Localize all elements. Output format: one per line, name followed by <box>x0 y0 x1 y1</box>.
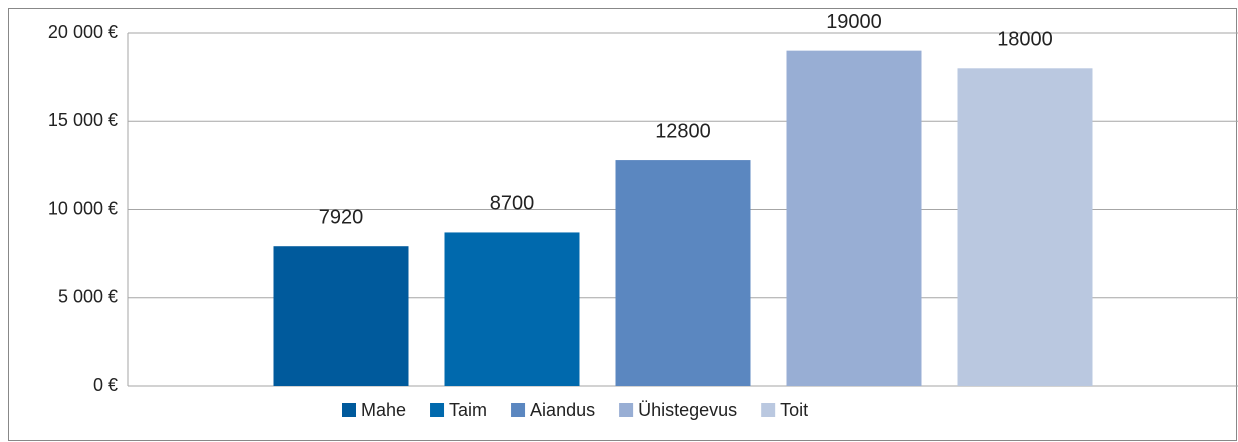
legend-label: Ühistegevus <box>638 400 737 420</box>
y-tick-label: 20 000 € <box>48 22 118 42</box>
data-label: 7920 <box>319 206 364 228</box>
bar <box>786 50 922 387</box>
data-label: 8700 <box>490 193 535 215</box>
data-label: 19000 <box>826 11 882 33</box>
legend-swatch <box>619 403 634 417</box>
bar <box>615 160 751 386</box>
legend-swatch <box>511 403 526 417</box>
y-tick-label: 15 000 € <box>48 110 118 130</box>
data-label: 12800 <box>655 120 711 142</box>
data-label: 18000 <box>997 29 1053 51</box>
legend-swatch <box>430 403 445 417</box>
legend-label: Aiandus <box>530 400 595 420</box>
legend-swatch <box>342 403 356 417</box>
y-tick-label: 5 000 € <box>58 287 118 307</box>
y-tick-label: 10 000 € <box>48 198 118 218</box>
bar <box>273 246 409 386</box>
bar <box>444 232 580 386</box>
legend-label: Toit <box>780 400 808 420</box>
legend-label: Taim <box>449 400 487 420</box>
y-tick-label: 0 € <box>93 375 118 395</box>
legend-swatch <box>761 403 776 417</box>
legend-label: Mahe <box>361 400 406 420</box>
bar <box>957 68 1093 387</box>
